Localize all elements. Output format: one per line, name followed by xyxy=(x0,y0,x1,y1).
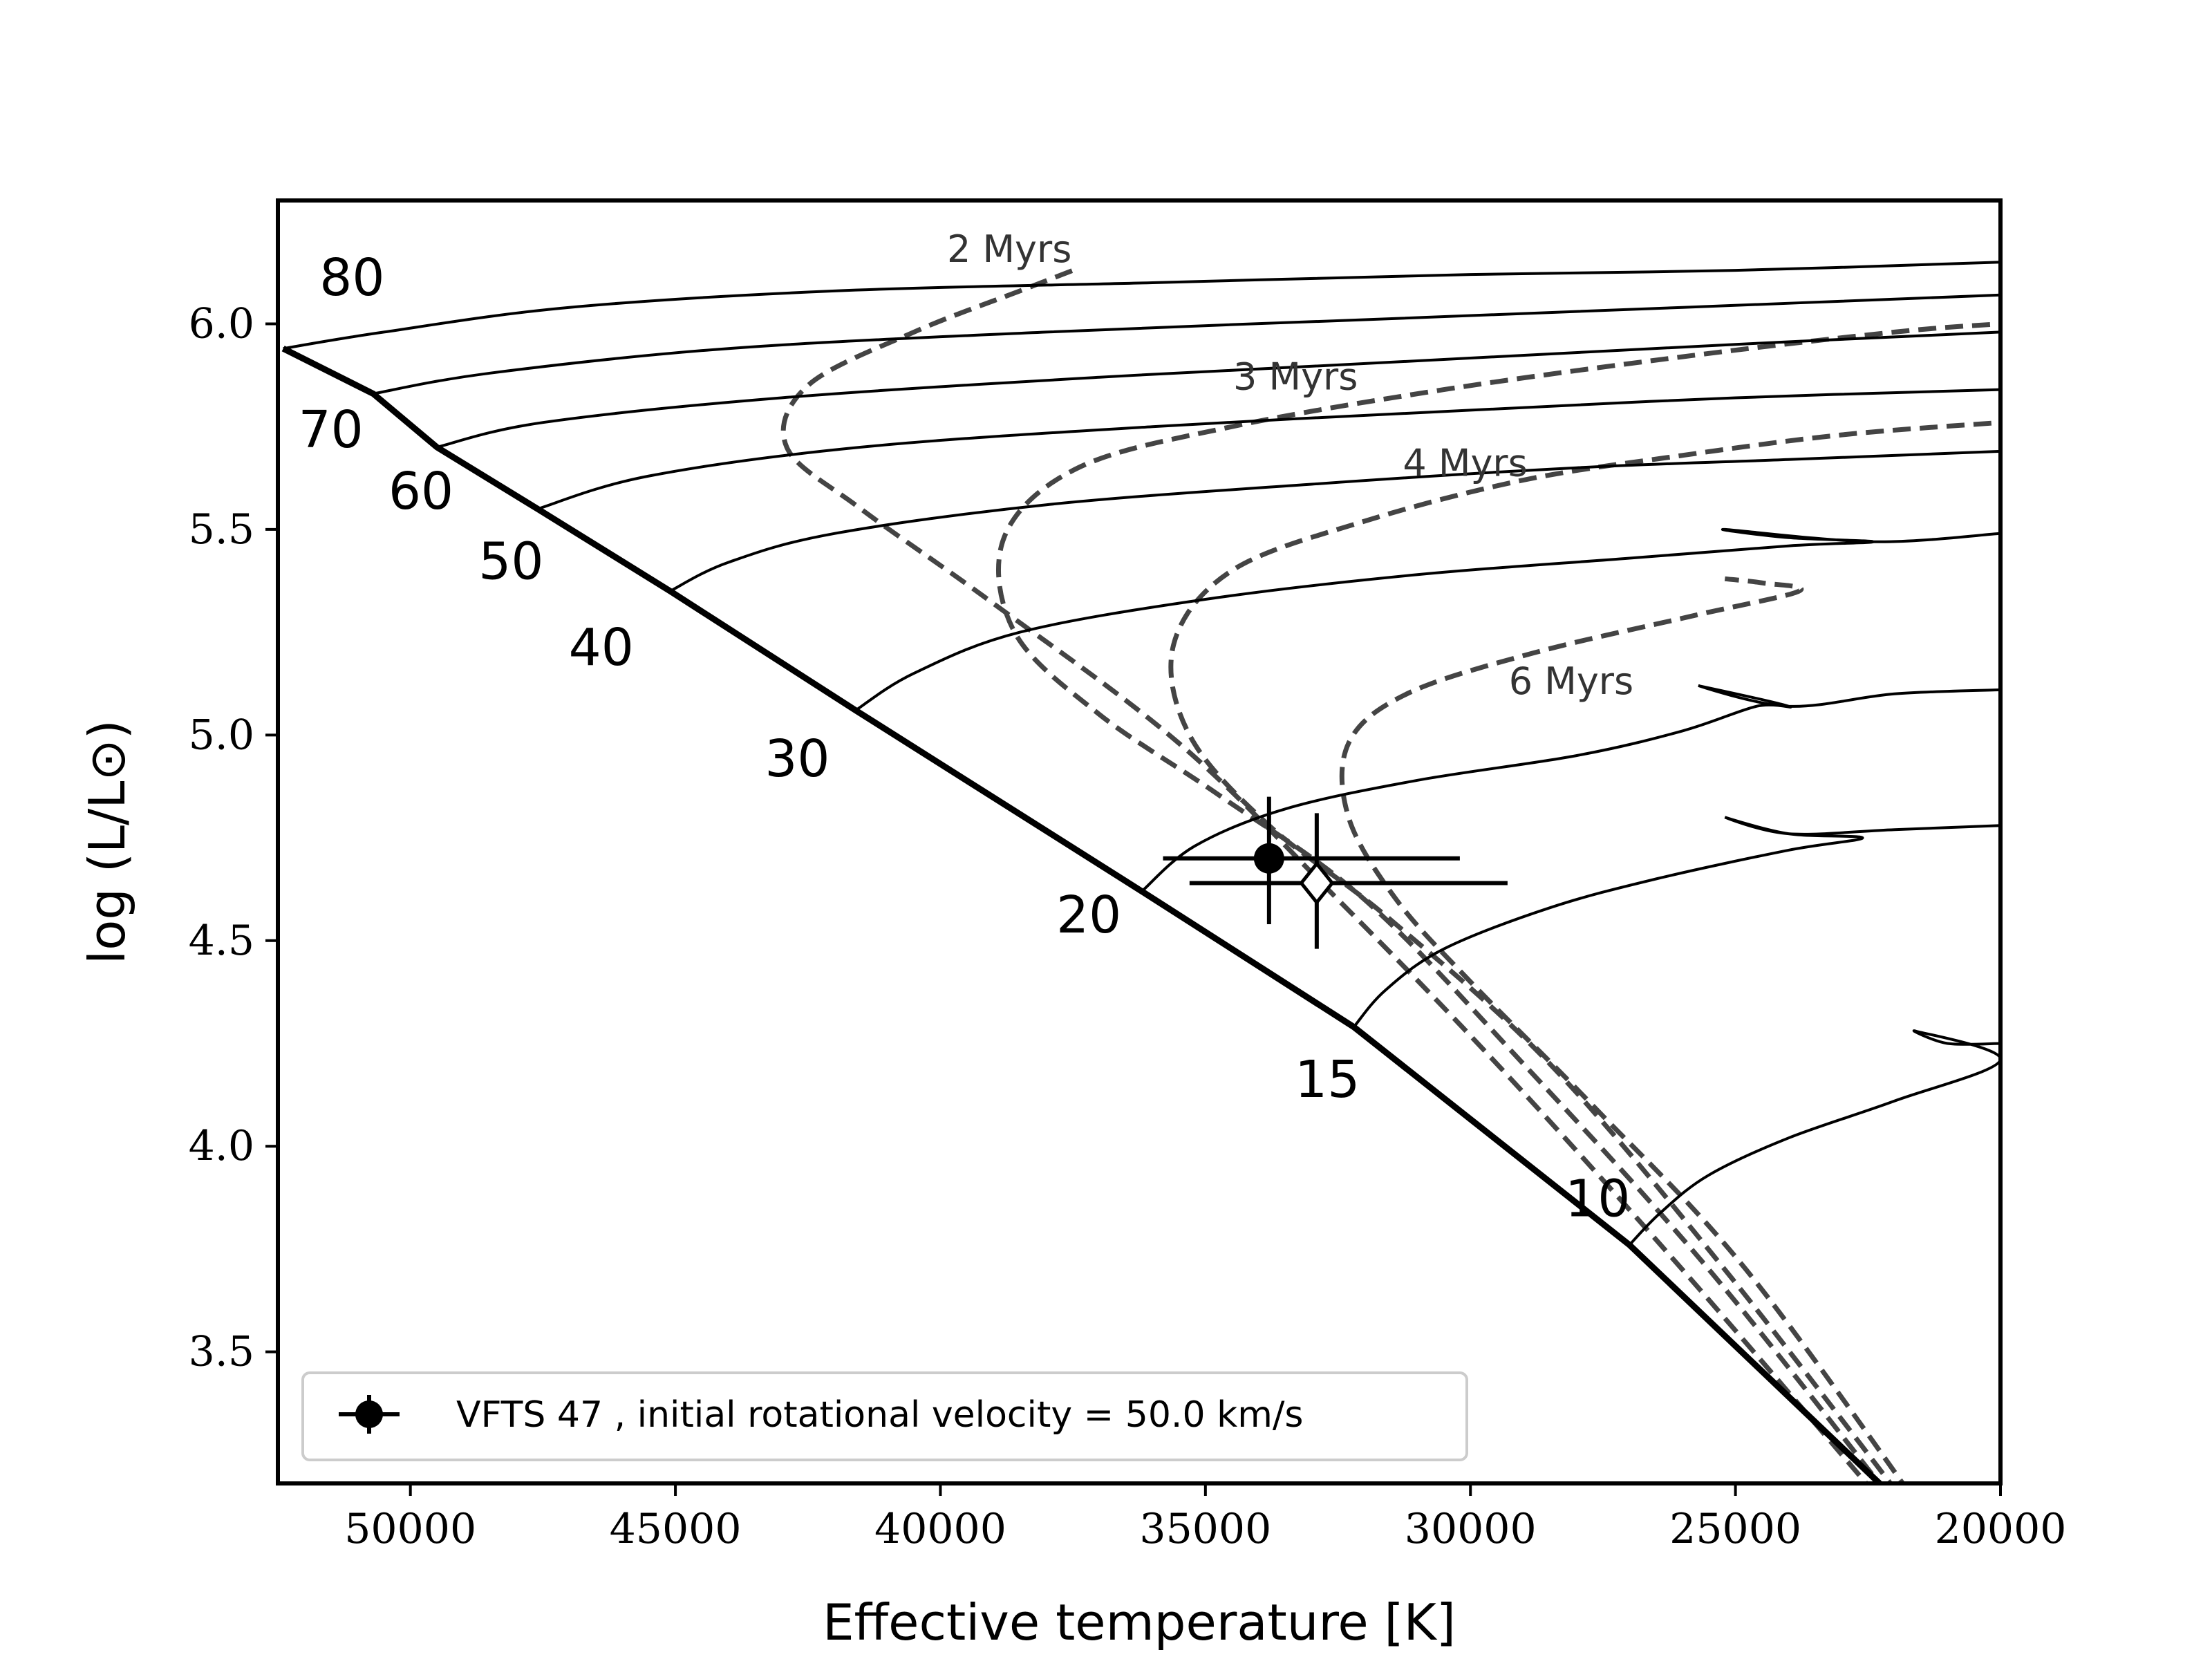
track-30 xyxy=(854,527,2000,712)
track-80 xyxy=(283,261,2000,350)
track-label-40: 40 xyxy=(569,618,634,677)
y-tick-label-6: 6.0 xyxy=(189,299,254,348)
x-tick-label-30000: 30000 xyxy=(1405,1505,1537,1553)
isochrone-label-3: 6 Myrs xyxy=(1509,659,1633,703)
isochrone-label-2: 4 Myrs xyxy=(1403,442,1527,485)
obs-1-marker xyxy=(1299,861,1335,906)
x-tick-label-35000: 35000 xyxy=(1139,1505,1271,1553)
legend-box xyxy=(301,1371,1468,1461)
x-tick-label-45000: 45000 xyxy=(610,1505,742,1553)
track-label-20: 20 xyxy=(1056,885,1121,945)
y-axis-title: log (L/L⊙) xyxy=(78,720,136,964)
y-tick-label-5.5: 5.5 xyxy=(189,505,254,554)
zams-line xyxy=(281,346,1884,1483)
isochrone-0 xyxy=(780,268,1870,1483)
track-10 xyxy=(1628,1029,2000,1246)
legend-marker xyxy=(355,1400,383,1428)
x-tick-label-20000: 20000 xyxy=(1935,1505,2067,1553)
x-tick-label-50000: 50000 xyxy=(344,1505,476,1553)
legend: VFTS 47 , initial rotational velocity = … xyxy=(301,1371,1468,1461)
y-tick-label-4.5: 4.5 xyxy=(189,917,254,965)
x-axis-title: Effective temperature [K] xyxy=(823,1593,1456,1651)
track-label-50: 50 xyxy=(478,532,543,591)
track-label-30: 30 xyxy=(765,729,830,789)
x-tick-label-25000: 25000 xyxy=(1669,1505,1801,1553)
y-tick-label-3.5: 3.5 xyxy=(189,1328,254,1376)
legend-label: VFTS 47 , initial rotational velocity = … xyxy=(456,1394,1303,1436)
y-tick-label-4: 4.0 xyxy=(189,1122,254,1170)
track-label-80: 80 xyxy=(319,248,384,308)
isochrone-label-0: 2 Myrs xyxy=(947,227,1071,271)
track-40 xyxy=(669,449,2000,592)
track-label-70: 70 xyxy=(299,400,364,460)
track-60 xyxy=(436,330,2000,449)
isochrone-label-1: 3 Myrs xyxy=(1233,355,1358,399)
isochrone-3 xyxy=(1339,576,1906,1483)
track-70 xyxy=(373,293,2000,395)
track-15 xyxy=(1352,816,2000,1029)
isochrone-1 xyxy=(996,321,2000,1483)
track-label-10: 10 xyxy=(1565,1169,1630,1228)
track-20 xyxy=(1141,684,2000,892)
x-tick-label-40000: 40000 xyxy=(874,1505,1006,1553)
obs-0-marker xyxy=(1253,843,1284,874)
track-label-15: 15 xyxy=(1295,1050,1360,1109)
y-tick-label-5: 5.0 xyxy=(189,711,254,759)
track-50 xyxy=(537,388,2000,511)
isochrone-2 xyxy=(1168,420,2000,1483)
track-label-60: 60 xyxy=(388,462,453,521)
plot-frame xyxy=(276,198,2003,1485)
